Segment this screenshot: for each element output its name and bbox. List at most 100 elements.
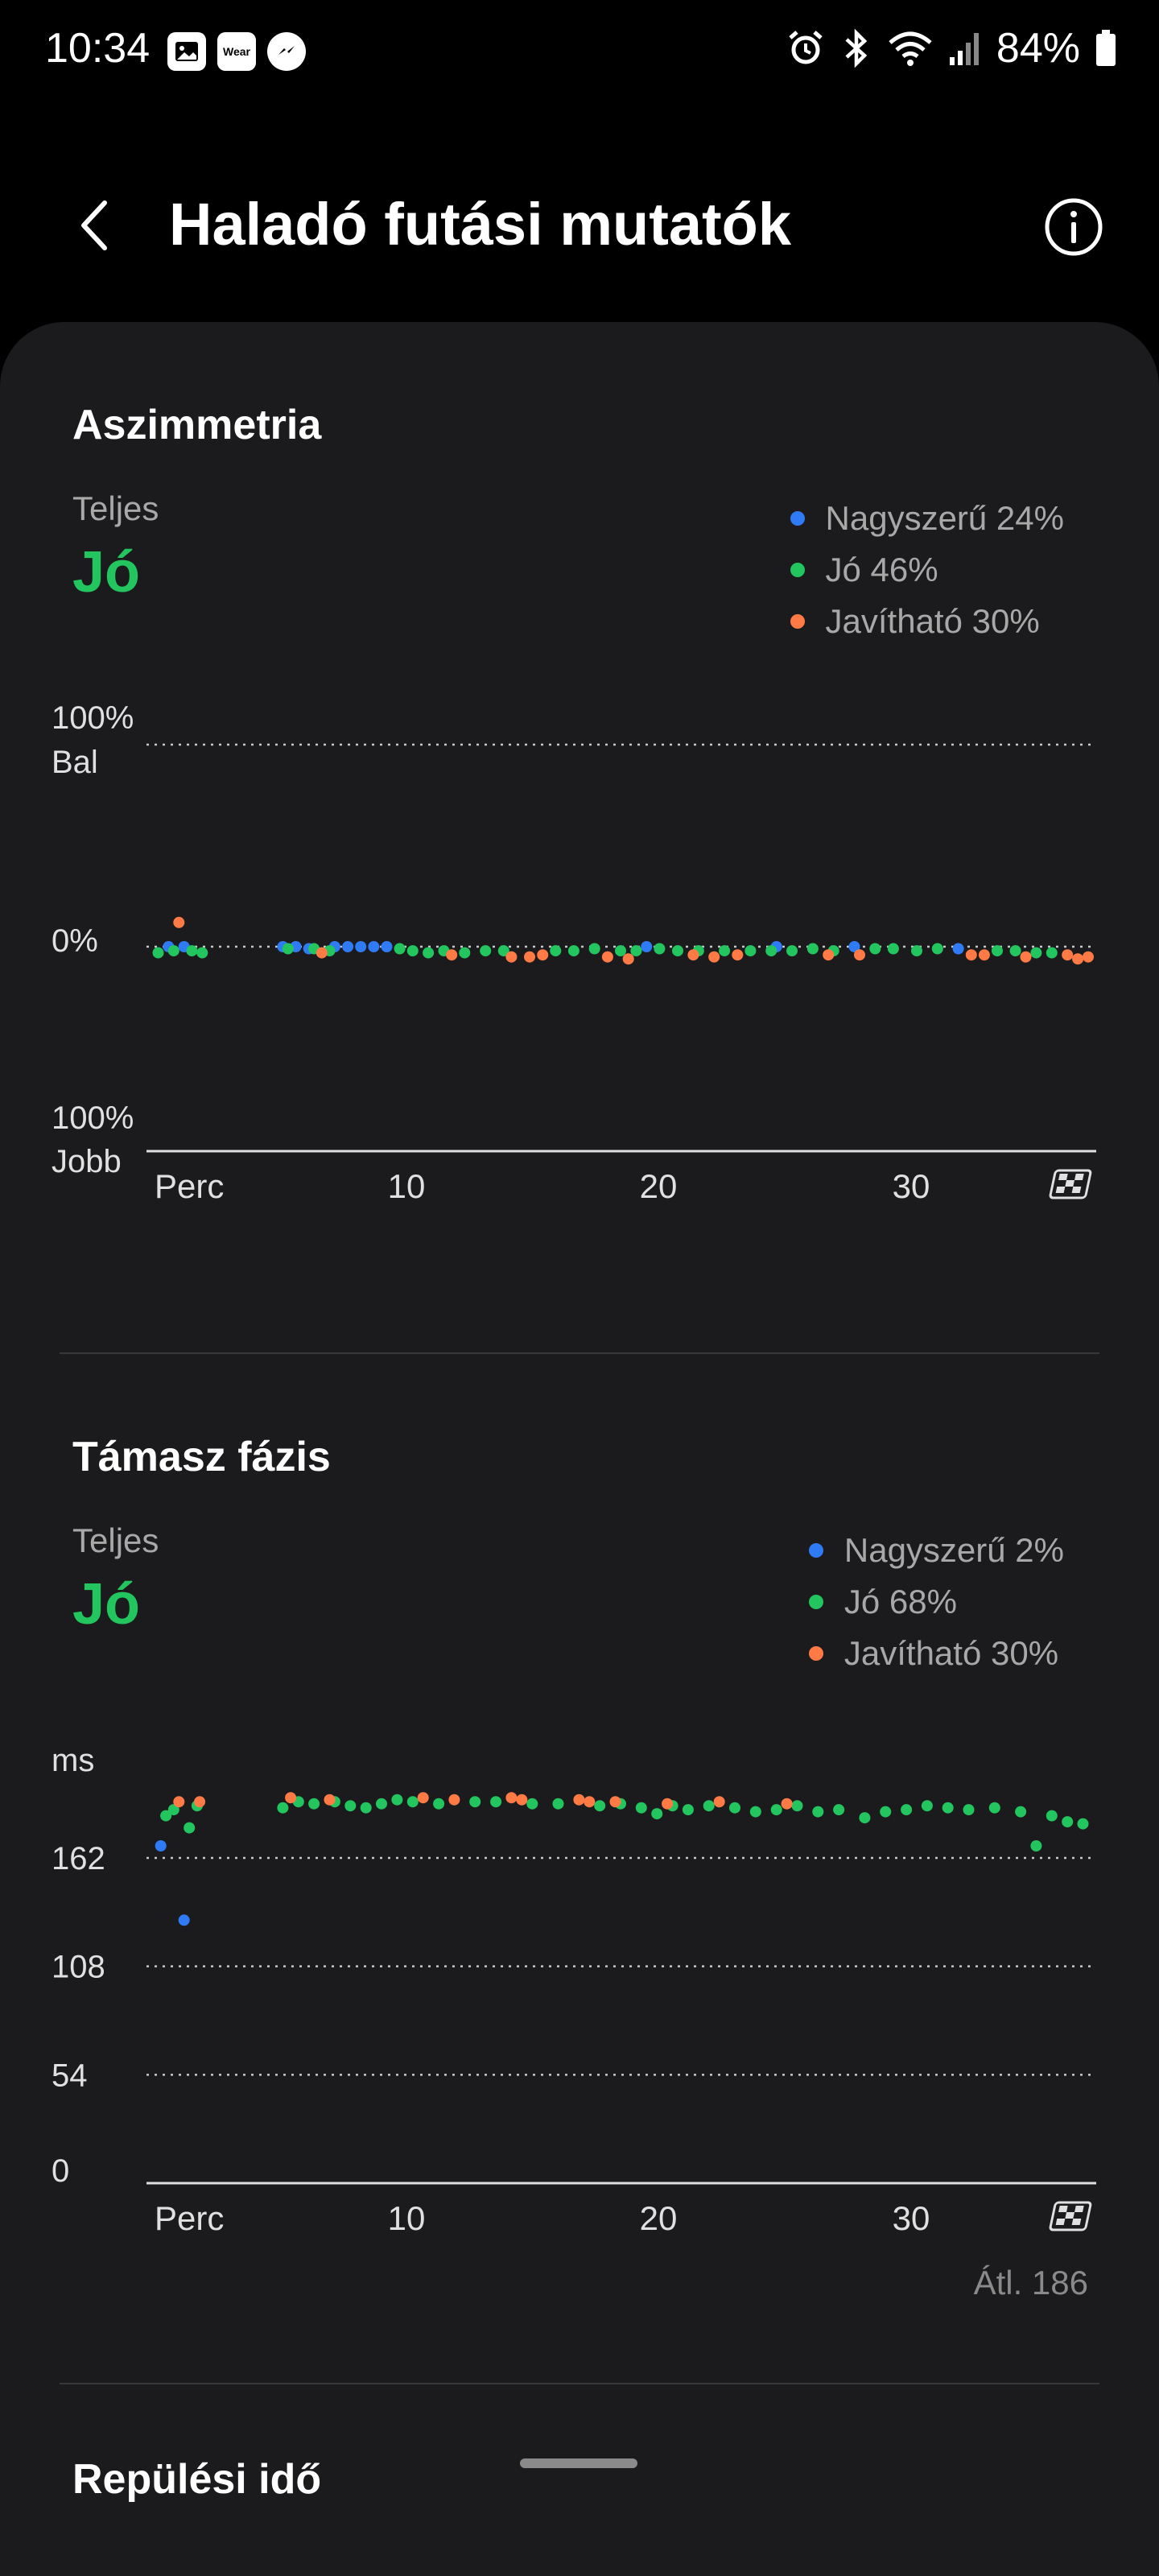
data-point-jó [1077, 1818, 1089, 1830]
data-point-jó [469, 1796, 481, 1808]
data-point-javítható [1020, 951, 1032, 963]
data-point-jó [833, 1804, 845, 1816]
data-point-jó [308, 1798, 320, 1810]
legend-dot-good [790, 563, 805, 577]
messenger-icon [267, 32, 306, 71]
data-point-javítható [417, 1792, 429, 1804]
data-point-javítható [516, 1794, 528, 1806]
data-point-javítható [584, 1796, 596, 1808]
data-point-javítható [194, 1796, 206, 1808]
data-point-jó [682, 1804, 694, 1816]
ground-contact-title: Támasz fázis [72, 1434, 331, 1480]
data-point-jó [1030, 1840, 1042, 1852]
data-point-jó [1046, 1810, 1058, 1822]
section-divider [60, 1352, 1099, 1354]
average-value: Átl. 186 [973, 2264, 1088, 2301]
data-point-jó [651, 1808, 663, 1820]
data-point-jó [406, 945, 419, 957]
y-axis-unit-label: ms [52, 1743, 94, 1778]
info-button[interactable] [1043, 196, 1104, 258]
data-point-jó [423, 947, 435, 959]
data-point-javítható [601, 951, 613, 963]
data-point-jó [749, 1806, 761, 1818]
y-axis-ticks: 162 108 54 0 [52, 1841, 1093, 2189]
data-point-jó [911, 945, 922, 957]
data-point-nagyszerű [178, 1914, 190, 1926]
data-point-javítható [781, 1798, 793, 1810]
x-tick-label: 30 [893, 1167, 930, 1205]
finish-flag-icon [1049, 2201, 1092, 2231]
data-point-jó [744, 945, 757, 957]
alarm-icon [789, 31, 823, 64]
home-indicator[interactable] [520, 2458, 637, 2468]
legend-label: Nagyszerű 24% [825, 499, 1064, 537]
data-point-jó [654, 943, 666, 955]
data-point-jó [490, 1796, 502, 1808]
data-point-jó [186, 945, 198, 957]
data-point-javítható [448, 1794, 460, 1806]
legend-label: Jó 68% [843, 1583, 957, 1620]
legend-dot-improve [808, 1646, 823, 1661]
data-point-jó [196, 947, 208, 959]
y-label-right-top: 100% [52, 1100, 134, 1136]
battery-percent: 84% [996, 25, 1080, 72]
data-point-javítható [173, 916, 185, 928]
legend-dot-improve [790, 614, 805, 629]
data-point-javítható [524, 951, 535, 963]
data-point-jó [880, 1806, 892, 1818]
data-point-jó [703, 1800, 715, 1812]
data-point-nagyszerű [355, 941, 367, 952]
legend-label: Javítható 30% [843, 1634, 1059, 1672]
data-point-javítható [823, 949, 835, 961]
asymmetry-legend: Nagyszerű 24% Jó 46% Javítható 30% [790, 493, 1064, 647]
flight-time-title: Repülési idő [72, 2456, 322, 2503]
data-point-jó [963, 1804, 975, 1816]
page-title: Haladó futási mutatók [169, 191, 791, 258]
data-point-jó [282, 943, 294, 955]
y-label-left-bottom: Bal [52, 745, 98, 780]
data-point-jó [594, 1800, 606, 1812]
data-point-javítható [1072, 953, 1084, 965]
data-point-jó [765, 945, 777, 957]
wifi-icon [889, 31, 932, 66]
data-point-javítható [285, 1792, 297, 1804]
data-point-javítható [708, 951, 720, 963]
ground-contact-overall-label: Teljes [72, 1521, 159, 1559]
data-point-jó [812, 1806, 824, 1818]
data-point-jó [552, 1798, 564, 1810]
ground-contact-chart: ms 162 108 54 0 Perc 10 20 30 [0, 1739, 1159, 2270]
data-point-jó [152, 947, 164, 959]
data-point-javítható [573, 1794, 585, 1806]
bluetooth-icon [845, 28, 868, 68]
info-icon [1045, 198, 1103, 256]
y-tick-label: 162 [52, 1841, 105, 1876]
asymmetry-title: Aszimmetria [72, 402, 322, 448]
data-point-jó [344, 1800, 357, 1812]
data-point-jó [277, 1802, 289, 1814]
data-point-javítható [965, 949, 977, 961]
data-point-jó [184, 1822, 196, 1834]
x-tick-label: 10 [388, 1167, 426, 1205]
data-point-javítható [662, 1798, 674, 1810]
ground-contact-overall-value: Jó [72, 1572, 141, 1637]
y-tick-label: 54 [52, 2058, 88, 2093]
data-point-javítható [505, 951, 518, 963]
data-point-jó [167, 945, 179, 957]
data-point-nagyszerű [848, 941, 860, 952]
data-point-javítható [854, 949, 865, 961]
data-point-javítható [324, 1794, 336, 1806]
data-point-jó [391, 1794, 403, 1806]
x-tick-label: 10 [388, 2199, 426, 2237]
y-label-left-top: 100% [52, 700, 134, 736]
signal-icon [949, 33, 979, 65]
data-point-javítható [732, 949, 744, 961]
data-point-jó [167, 1804, 179, 1816]
asymmetry-data-points [152, 916, 1094, 965]
status-time: 10:34 [45, 25, 151, 72]
data-point-jó [615, 945, 626, 957]
data-point-nagyszerű [641, 941, 653, 952]
legend-label: Nagyszerű 2% [843, 1531, 1064, 1569]
legend-item-excellent: Nagyszerű 24% [790, 493, 1064, 544]
back-button[interactable] [64, 193, 129, 258]
data-point-javítható [1062, 949, 1074, 961]
